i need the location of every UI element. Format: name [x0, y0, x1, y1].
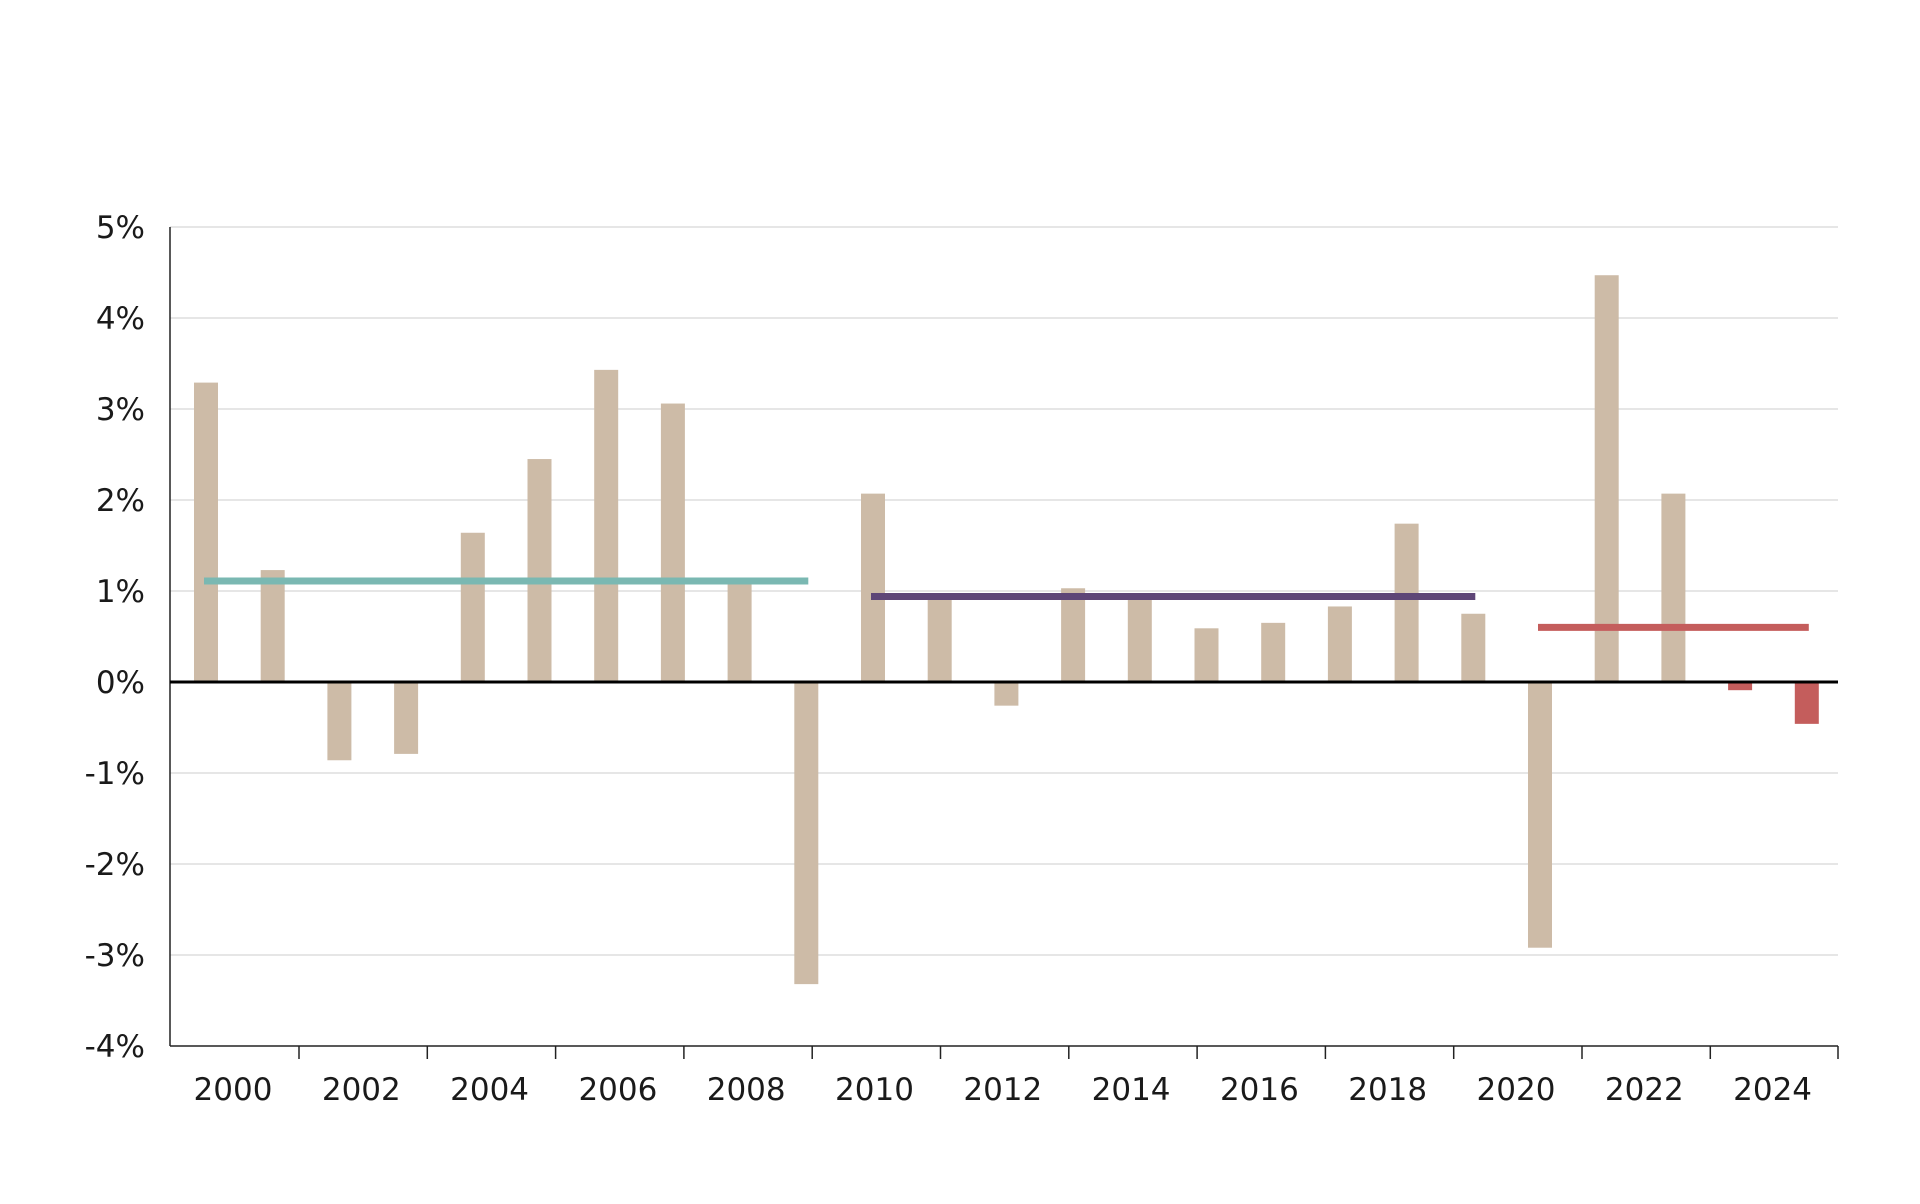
x-tick-label: 2024	[1733, 1072, 1812, 1108]
x-tick-label: 2012	[963, 1072, 1042, 1108]
bar-2014	[1127, 598, 1152, 682]
gridlines	[170, 226, 1838, 956]
y-tick-label: 0%	[96, 665, 145, 701]
bar-2008	[727, 583, 752, 682]
x-tick-label: 2022	[1605, 1072, 1684, 1108]
x-tick-label: 2018	[1348, 1072, 1427, 1108]
x-tick-label: 2004	[450, 1072, 529, 1108]
bar-2019	[1461, 613, 1486, 682]
bar-2013	[1061, 588, 1086, 682]
bar-2001	[260, 570, 285, 682]
y-tick-label: 4%	[96, 301, 145, 337]
bar-2003	[394, 682, 419, 754]
x-tick-label: 2010	[835, 1072, 914, 1108]
x-tick-label: 2000	[194, 1072, 273, 1108]
x-tick-label: 2014	[1092, 1072, 1171, 1108]
bar-2010	[861, 493, 885, 682]
y-tick-labels: -4% -3% -2% -1% 0% 1% 2% 3% 4% 5%	[85, 210, 145, 1065]
x-tick-labels: 2000 2002 2004 2006 2008 2010 2012 2014 2016 2018…	[194, 1072, 1813, 1108]
bar-2011	[927, 598, 952, 682]
x-tick-label: 2016	[1220, 1072, 1299, 1108]
y-tick-label: 5%	[96, 210, 145, 246]
x-tick-label: 2002	[322, 1072, 401, 1108]
bar-2006	[594, 369, 619, 682]
bar-2009	[794, 682, 819, 985]
bar-2021	[1594, 275, 1619, 682]
bar-2002	[327, 682, 352, 761]
bars	[194, 275, 1819, 985]
bar-2007	[660, 403, 685, 682]
y-tick-label: -1%	[85, 756, 145, 792]
bar-2015	[1194, 628, 1219, 682]
bar-2018	[1394, 523, 1419, 682]
bar-2016	[1261, 622, 1286, 682]
y-tick-label: -4%	[85, 1029, 145, 1065]
y-tick-label: 1%	[96, 574, 145, 610]
bar-2024	[1794, 682, 1819, 724]
y-tick-label: 2%	[96, 483, 145, 519]
bar-2020	[1528, 682, 1552, 948]
x-tick-label: 2008	[707, 1072, 786, 1108]
average-lines	[204, 577, 1809, 631]
x-tick-label: 2020	[1477, 1072, 1556, 1108]
x-tick-label: 2006	[578, 1072, 657, 1108]
y-tick-label: -3%	[85, 938, 145, 974]
bar-2012	[994, 682, 1019, 706]
bar-2023	[1728, 682, 1753, 691]
bar-2022	[1661, 493, 1686, 682]
axes	[169, 227, 1839, 1059]
bar-2000	[194, 382, 218, 682]
bar-2005	[527, 459, 552, 682]
y-tick-label: -2%	[85, 847, 145, 883]
y-tick-label: 3%	[96, 392, 145, 428]
bar-2004	[460, 532, 485, 682]
bar-2017	[1327, 606, 1352, 682]
